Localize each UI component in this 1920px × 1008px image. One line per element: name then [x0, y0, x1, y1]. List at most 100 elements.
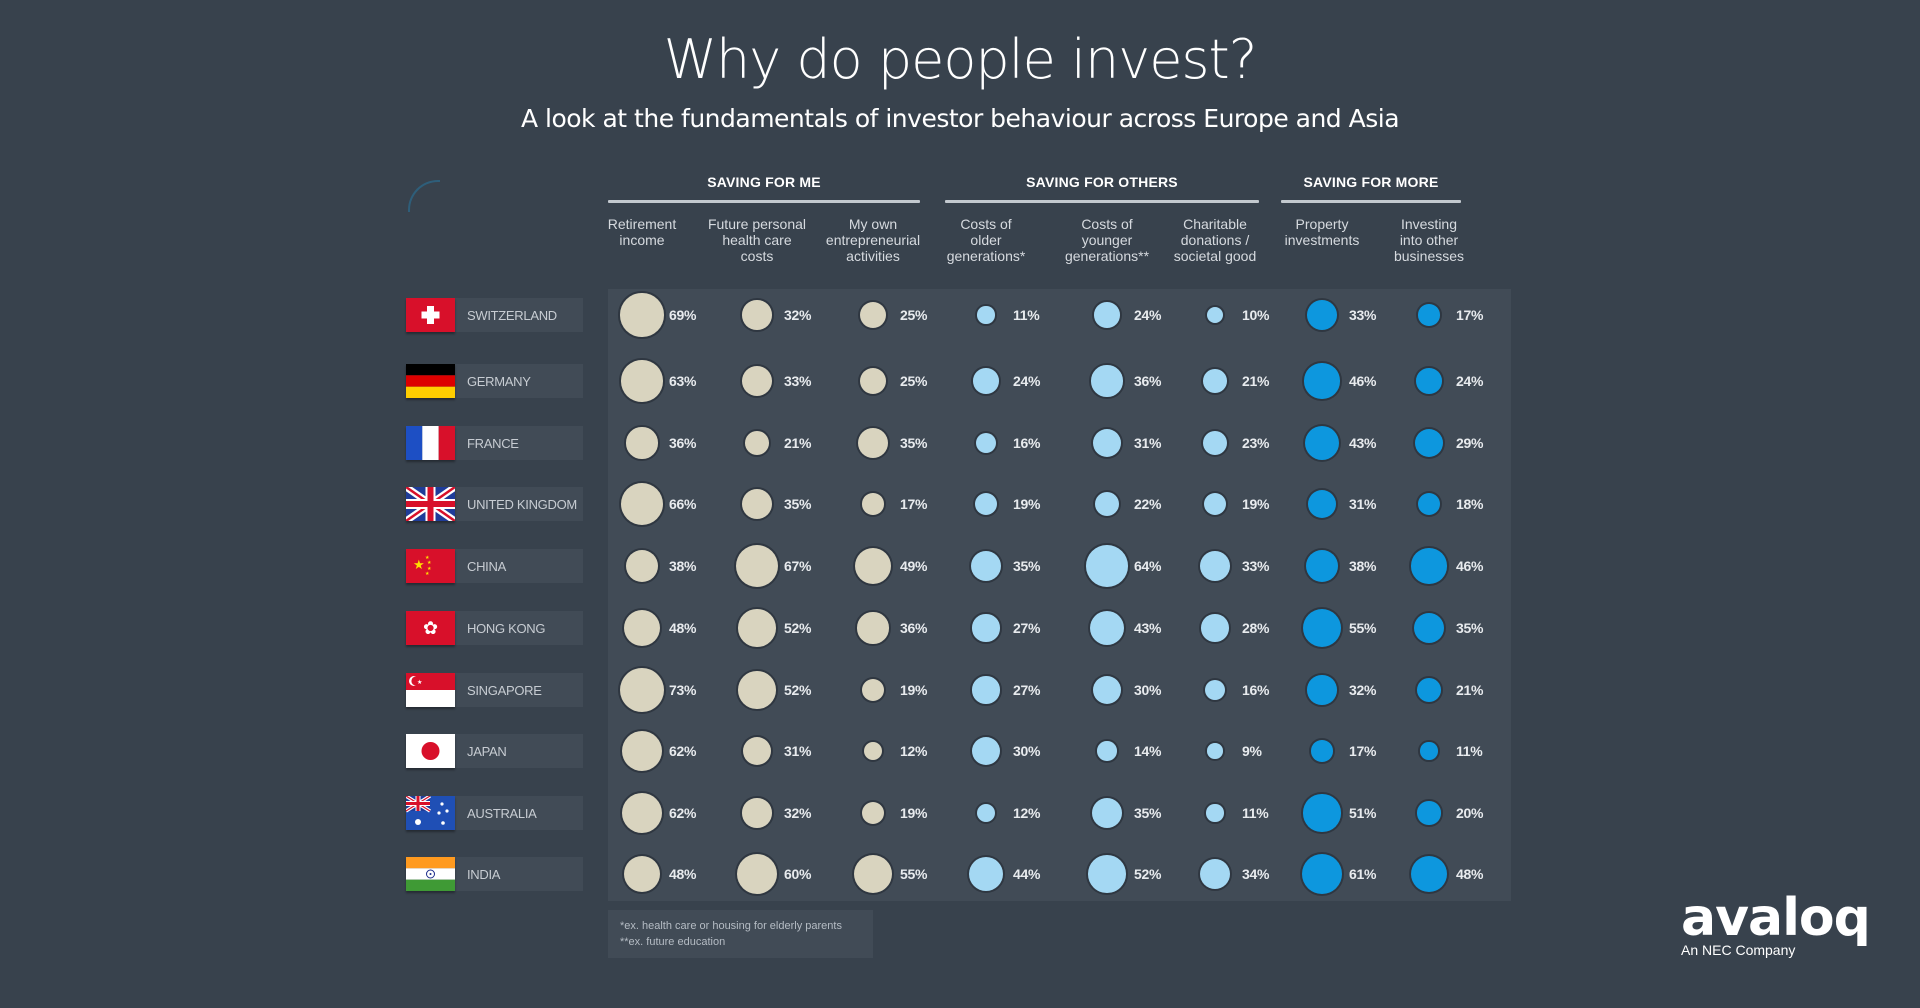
value-bubble: [1206, 804, 1224, 822]
country-label-de: GERMANY: [406, 364, 583, 398]
flag-in-icon: [406, 857, 455, 891]
value-bubble: [973, 368, 999, 394]
value-bubble: [1206, 306, 1224, 324]
value-label: 55%: [900, 866, 928, 882]
value-label: 24%: [1134, 307, 1162, 323]
value-label: 16%: [1013, 435, 1041, 451]
page-subtitle: A look at the fundamentals of investor b…: [520, 104, 1400, 133]
value-label: 21%: [1242, 373, 1270, 389]
value-bubble: [1204, 679, 1226, 701]
value-label: 27%: [1013, 682, 1041, 698]
country-name: INDIA: [455, 857, 583, 891]
value-bubble: [860, 302, 886, 328]
country-label-ch: SWITZERLAND: [406, 298, 583, 332]
country-name: FRANCE: [455, 426, 583, 460]
value-bubble: [623, 609, 660, 646]
value-label: 24%: [1013, 373, 1041, 389]
value-bubble: [1304, 425, 1340, 461]
column-header-line: Investing: [1400, 216, 1458, 232]
value-bubble: [1207, 743, 1223, 759]
value-label: 19%: [1013, 496, 1041, 512]
column-header-line: investments: [1284, 232, 1360, 248]
value-bubble: [861, 678, 885, 702]
column-header-line: entrepreneurial: [825, 232, 921, 248]
column-header-line: activities: [846, 248, 900, 264]
value-bubble: [970, 550, 1002, 582]
group-rule: [1281, 200, 1461, 203]
value-label: 73%: [669, 682, 697, 698]
column-header-line: Retirement: [607, 216, 677, 232]
column-header-line: younger: [1081, 232, 1133, 248]
value-bubble: [621, 360, 663, 402]
value-label: 61%: [1349, 866, 1377, 882]
value-label: 44%: [1013, 866, 1041, 882]
value-bubble: [853, 854, 893, 894]
country-label-cn: ★ ★ ★ ★ ★ CHINA: [406, 549, 583, 583]
value-bubble: [1416, 368, 1442, 394]
value-label: 35%: [1134, 805, 1162, 821]
value-label: 36%: [900, 620, 928, 636]
value-label: 69%: [669, 307, 697, 323]
country-label-au: AUSTRALIA: [406, 796, 583, 830]
value-label: 32%: [784, 805, 812, 821]
value-label: 52%: [1134, 866, 1162, 882]
value-label: 33%: [784, 373, 812, 389]
flag-jp-icon: [406, 734, 455, 768]
value-label: 66%: [669, 496, 697, 512]
column-header-line: donations /: [1180, 232, 1250, 248]
country-label-hk: ✿ HONG KONG: [406, 611, 583, 645]
value-label: 28%: [1242, 620, 1270, 636]
column-header: Retirement income: [582, 216, 702, 248]
value-label: 34%: [1242, 866, 1270, 882]
value-label: 35%: [1013, 558, 1041, 574]
value-bubble: [742, 300, 772, 330]
value-label: 21%: [784, 435, 812, 451]
value-bubble: [862, 493, 884, 515]
value-bubble: [1413, 612, 1445, 644]
value-label: 12%: [1013, 805, 1041, 821]
value-label: 46%: [1349, 373, 1377, 389]
value-label: 52%: [784, 682, 812, 698]
decorative-arc: [408, 180, 440, 212]
value-bubble: [857, 427, 889, 459]
value-bubble: [623, 855, 660, 892]
column-header-line: Property: [1295, 216, 1349, 232]
value-label: 31%: [1349, 496, 1377, 512]
value-bubble: [1418, 304, 1440, 326]
value-bubble: [972, 614, 1000, 642]
svg-text:★: ★: [417, 679, 422, 686]
value-label: 27%: [1013, 620, 1041, 636]
value-label: 18%: [1456, 496, 1484, 512]
value-bubble: [972, 676, 1000, 704]
value-bubble: [621, 730, 663, 772]
value-bubble: [735, 544, 779, 588]
country-label-gb: UNITED KINGDOM: [406, 487, 583, 521]
group-rule: [608, 200, 920, 203]
value-label: 55%: [1349, 620, 1377, 636]
column-header: Future personal health care costs: [697, 216, 817, 264]
footnote-2: **ex. future education: [620, 936, 726, 948]
value-bubble: [741, 488, 773, 520]
value-label: 21%: [1456, 682, 1484, 698]
value-label: 46%: [1456, 558, 1484, 574]
value-label: 62%: [669, 743, 697, 759]
column-header: My own entrepreneurial activities: [813, 216, 933, 264]
value-bubble: [1086, 545, 1128, 587]
value-bubble: [1307, 300, 1337, 330]
value-label: 11%: [1242, 805, 1269, 821]
value-bubble: [1203, 492, 1227, 516]
country-name: UNITED KINGDOM: [455, 487, 583, 521]
value-label: 48%: [669, 620, 697, 636]
svg-text:★: ★: [425, 571, 430, 577]
value-bubble: [742, 736, 772, 766]
value-label: 30%: [1134, 682, 1162, 698]
value-label: 38%: [669, 558, 697, 574]
value-label: 17%: [900, 496, 928, 512]
value-bubble: [745, 431, 769, 455]
value-label: 60%: [784, 866, 812, 882]
value-bubble: [1305, 549, 1339, 583]
value-label: 31%: [1134, 435, 1162, 451]
value-bubble: [1089, 610, 1125, 646]
column-header: Costs of younger generations**: [1047, 216, 1167, 264]
value-label: 49%: [900, 558, 928, 574]
